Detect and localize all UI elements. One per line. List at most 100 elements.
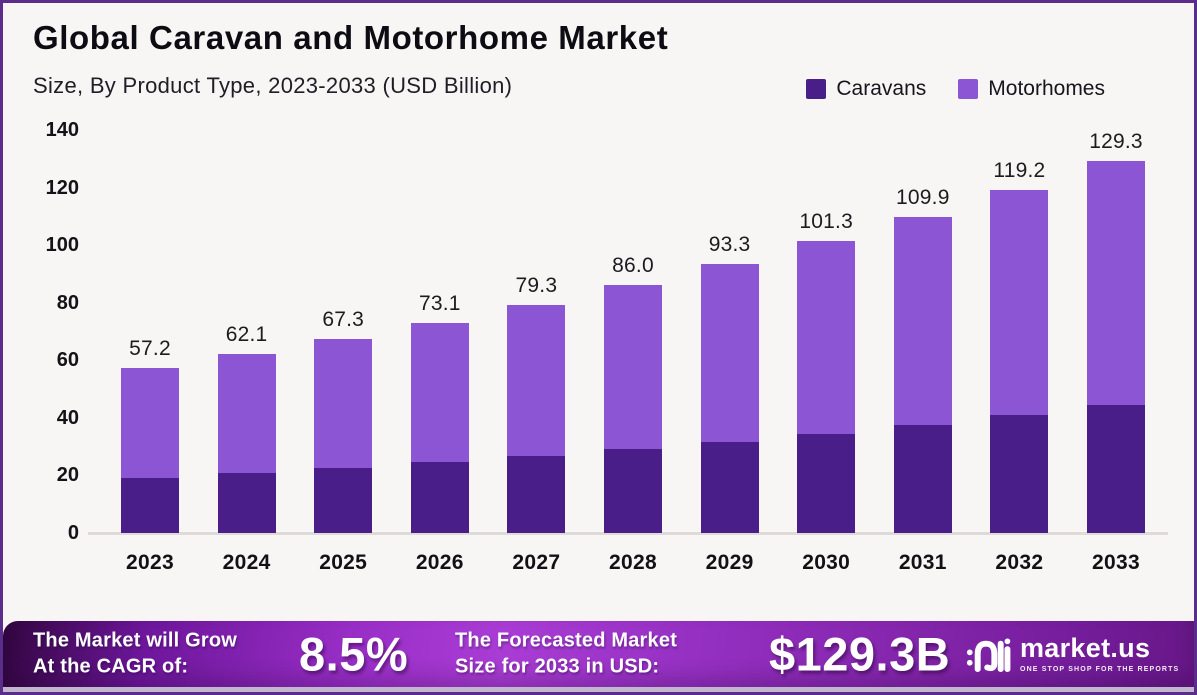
bar-stack xyxy=(797,241,856,533)
bar-segment-motorhomes xyxy=(604,285,662,449)
bottom-banner: The Market will Grow At the CAGR of: 8.5… xyxy=(3,621,1194,687)
legend-label: Caravans xyxy=(836,77,927,100)
bar-group-2023: 57.2 2023 xyxy=(102,337,198,574)
bar-total-label: 67.3 xyxy=(322,308,365,332)
bar-stack xyxy=(700,264,759,533)
bar-segment-motorhomes xyxy=(700,264,759,443)
bar-segment-motorhomes xyxy=(217,354,276,474)
y-axis-tick-label: 0 xyxy=(67,522,79,544)
bar-total-label: 119.2 xyxy=(993,158,1046,182)
bar-total-label: 101.3 xyxy=(799,210,853,234)
x-axis-label: 2028 xyxy=(609,551,657,574)
bar-stack xyxy=(1087,160,1145,533)
bar-segment-caravans xyxy=(893,424,952,533)
y-axis-tick-label: 20 xyxy=(56,464,79,487)
bar-stack xyxy=(990,189,1049,533)
y-axis-tick-label: 140 xyxy=(45,119,79,141)
logo-brand-name: market.us xyxy=(1020,633,1151,663)
plot-area: 57.2 2023 62.1 2024 67.3 2025 73.1 2026 79.3 2027… xyxy=(88,129,1168,574)
cagr-value: 8.5% xyxy=(299,627,409,681)
bar-group-2031: 109.9 2031 xyxy=(875,185,971,574)
y-axis: 0 20 40 60 80 100 120 140 xyxy=(3,119,79,544)
y-axis-tick-label: 40 xyxy=(56,406,79,429)
bar-stack xyxy=(314,339,373,533)
bar-segment-motorhomes xyxy=(1087,160,1145,405)
bar-segment-motorhomes xyxy=(121,368,179,479)
bar-group-2033: 129.3 2033 xyxy=(1068,129,1164,574)
bar-stack xyxy=(507,304,566,533)
bar-segment-motorhomes xyxy=(410,322,469,463)
marketus-logo-icon xyxy=(966,638,1011,673)
bar-segment-motorhomes xyxy=(797,241,856,434)
bar-group-2029: 93.3 2029 xyxy=(682,233,778,574)
bottom-strip xyxy=(3,687,1194,692)
x-axis-line xyxy=(88,532,1168,535)
cagr-label-line2: At the CAGR of: xyxy=(33,655,189,677)
bar-group-2032: 119.2 2032 xyxy=(971,158,1067,574)
bar-segment-caravans xyxy=(507,456,566,533)
bar-segment-caravans xyxy=(990,415,1049,533)
y-axis-tick-label: 120 xyxy=(45,176,79,199)
bar-segment-caravans xyxy=(217,473,276,533)
legend: Caravans Motorhomes xyxy=(806,77,1105,101)
marketus-logo-text: market.us ONE STOP SHOP FOR THE REPORTS xyxy=(1020,633,1180,674)
bar-group-2025: 67.3 2025 xyxy=(295,308,391,574)
x-axis-label: 2027 xyxy=(512,551,561,574)
bar-segment-caravans xyxy=(1087,404,1145,533)
marketus-logo: market.us ONE STOP SHOP FOR THE REPORTS xyxy=(965,633,1179,675)
forecast-label-line2: Size for 2033 in USD: xyxy=(455,655,660,677)
bar-total-label: 109.9 xyxy=(896,185,950,209)
bar-group-2028: 86.0 2028 xyxy=(585,254,681,574)
cagr-label: The Market will Grow At the CAGR of: xyxy=(33,628,237,679)
bar-segment-caravans xyxy=(700,442,759,533)
logo-tagline: ONE STOP SHOP FOR THE REPORTS xyxy=(1020,666,1180,673)
bar-total-label: 73.1 xyxy=(418,291,461,315)
bar-total-label: 57.2 xyxy=(129,337,171,361)
y-axis-tick-label: 60 xyxy=(56,349,79,372)
bar-stack xyxy=(410,322,469,533)
y-axis-tick-label: 80 xyxy=(56,291,79,314)
forecast-label-line1: The Forecasted Market xyxy=(455,629,678,652)
forecast-value: $129.3B xyxy=(769,627,951,681)
bar-stack xyxy=(121,368,179,533)
caravans-swatch-icon xyxy=(806,79,827,99)
legend-item-motorhomes: Motorhomes xyxy=(958,77,1105,101)
bar-group-2027: 79.3 2027 xyxy=(488,273,584,574)
bar-total-label: 86.0 xyxy=(612,254,654,278)
page-subtitle: Size, By Product Type, 2023-2033 (USD Bi… xyxy=(33,73,513,98)
bar-segment-motorhomes xyxy=(990,189,1049,416)
bar-total-label: 79.3 xyxy=(515,273,558,297)
bar-stack xyxy=(604,285,662,533)
x-axis-label: 2024 xyxy=(222,551,271,574)
legend-label: Motorhomes xyxy=(988,77,1105,100)
bar-total-label: 93.3 xyxy=(708,233,751,257)
bar-segment-motorhomes xyxy=(314,339,373,469)
bar-segment-caravans xyxy=(410,462,469,533)
x-axis-label: 2033 xyxy=(1092,551,1140,574)
x-axis-label: 2025 xyxy=(319,551,368,574)
bar-group-2026: 73.1 2026 xyxy=(392,291,488,574)
forecast-label: The Forecasted Market Size for 2033 in U… xyxy=(455,628,677,679)
bar-stack xyxy=(893,216,952,533)
x-axis-label: 2029 xyxy=(705,551,754,574)
cagr-label-line1: The Market will Grow xyxy=(33,629,238,652)
page-title: Global Caravan and Motorhome Market xyxy=(33,19,669,56)
x-axis-label: 2031 xyxy=(898,551,947,574)
x-axis-label: 2023 xyxy=(126,551,174,574)
legend-item-caravans: Caravans xyxy=(806,77,926,101)
x-axis-label: 2026 xyxy=(415,551,464,574)
bar-segment-caravans xyxy=(121,478,179,533)
bar-segment-caravans xyxy=(604,448,662,533)
bar-total-label: 62.1 xyxy=(225,323,268,347)
bar-group-2030: 101.3 2030 xyxy=(778,210,874,574)
x-axis-label: 2032 xyxy=(995,551,1044,574)
bar-segment-caravans xyxy=(314,468,373,533)
bar-total-label: 129.3 xyxy=(1089,129,1143,153)
bar-segment-motorhomes xyxy=(893,216,952,425)
bar-stack xyxy=(217,354,276,533)
bar-group-2024: 62.1 2024 xyxy=(199,323,295,574)
motorhomes-swatch-icon xyxy=(958,79,979,99)
bar-segment-caravans xyxy=(797,433,856,533)
y-axis-tick-label: 100 xyxy=(45,234,79,257)
